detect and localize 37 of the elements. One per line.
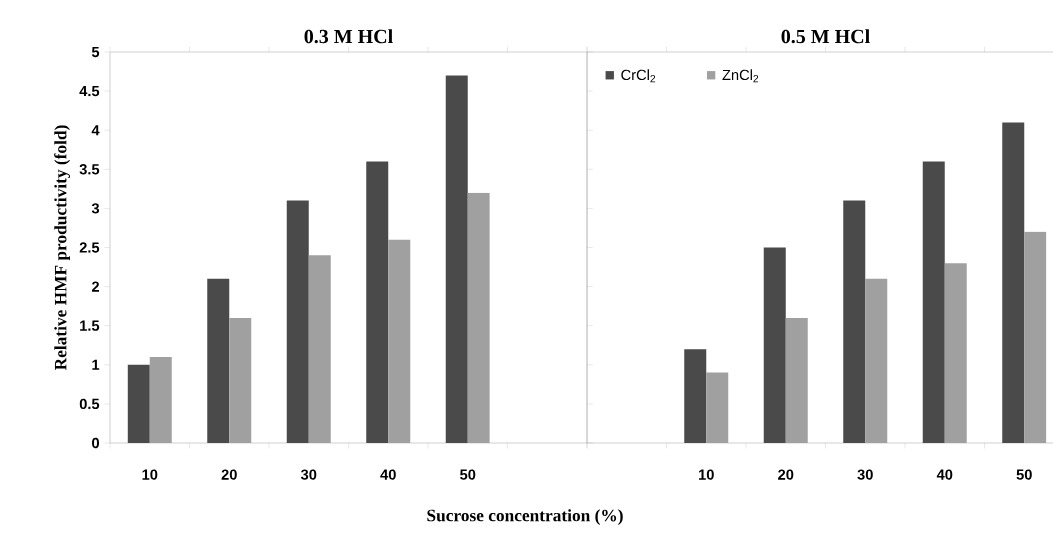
x-axis-title: Sucrose concentration (%) [427,509,623,525]
bar [684,349,707,443]
chart-title: 0.3 M HCl [304,29,393,44]
y-tick-label: 0 [92,437,99,449]
y-tick-label: 5 [91,46,100,58]
bar [366,161,389,443]
y-tick-label: 2 [91,281,100,292]
y-tick-label: 4 [91,125,100,136]
y-tick-label: 1 [92,359,100,370]
y-tick-label: 3 [91,203,100,214]
x-tick-label: 20 [221,469,237,480]
y-tick-label: 4.5 [79,86,100,97]
bar [763,247,786,443]
legend-label: CrCl$_{2}$ [621,69,656,83]
bar [445,75,468,443]
x-tick-label: 20 [778,469,794,480]
y-axis-title: Relative HMF productivity (fold) [54,125,71,371]
bar [207,278,230,443]
bar [286,200,309,443]
bar [1002,122,1025,443]
x-tick-label: 10 [142,469,158,480]
y-tick-label: 1.5 [80,320,100,331]
x-tick-label: 50 [460,469,476,480]
bar [127,364,150,443]
bar [843,200,866,443]
x-tick-label: 10 [699,469,714,480]
y-tick-label: 2.5 [79,242,100,253]
x-tick-label: 30 [300,469,317,480]
x-tick-label: 50 [1016,469,1032,480]
y-tick-label: 3.5 [79,164,100,175]
x-tick-label: 40 [380,469,396,480]
chart-title: 0.5 M HCl [781,29,870,44]
y-tick-label: 0.5 [79,398,100,410]
legend-label: ZnCl$_{2}$ [722,69,759,83]
x-tick-label: 30 [857,469,873,480]
bar [922,161,945,443]
x-tick-label: 40 [936,469,953,480]
